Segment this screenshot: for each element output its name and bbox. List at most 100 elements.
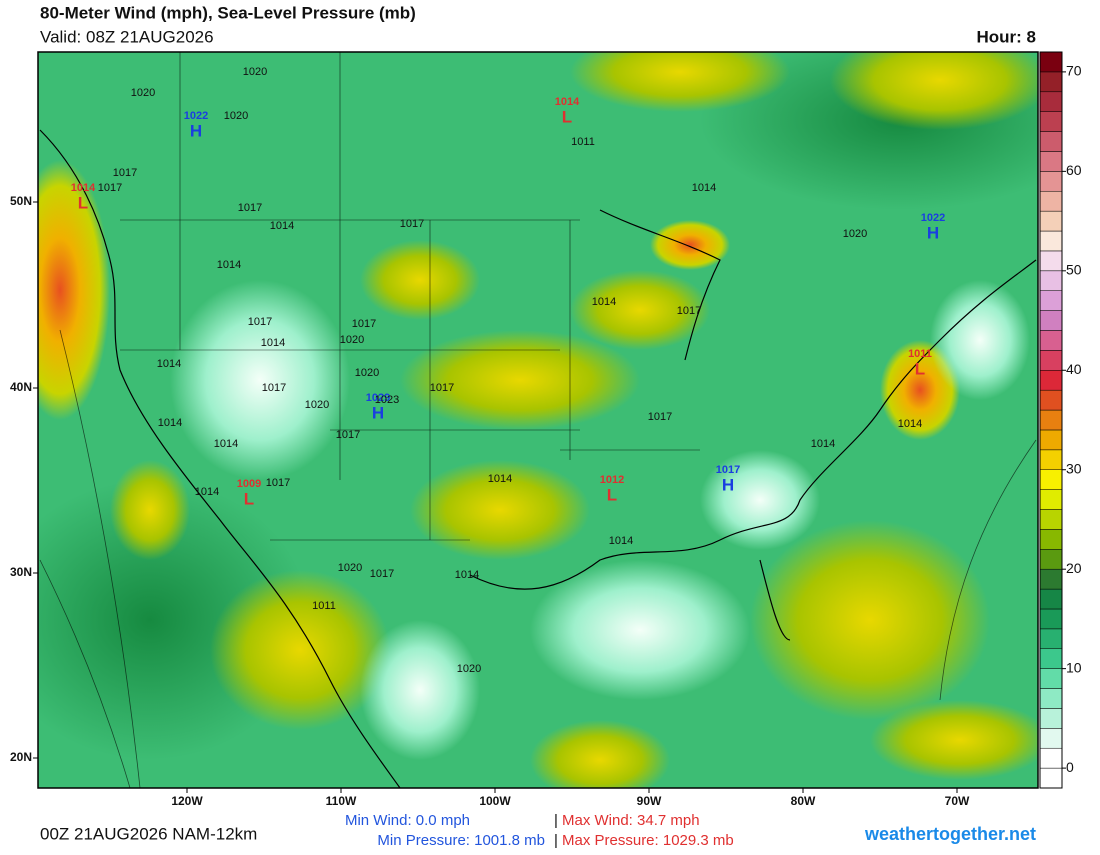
isobar-label: 1011 bbox=[571, 136, 595, 148]
isobar-label: 1017 bbox=[400, 218, 424, 230]
colorbar-swatch bbox=[1039, 747, 1063, 769]
isobar-label: 1014 bbox=[488, 473, 512, 485]
isobar-label: 1017 bbox=[248, 316, 272, 328]
map-field bbox=[38, 52, 1038, 788]
pressure-center-letter: H bbox=[372, 403, 384, 422]
colorbar-swatch bbox=[1039, 270, 1063, 291]
colorbar-tick-label: 0 bbox=[1066, 759, 1074, 775]
pressure-center-letter: L bbox=[562, 107, 572, 126]
colorbar-swatch bbox=[1039, 350, 1063, 371]
site-credit[interactable]: weathertogether.net bbox=[864, 824, 1036, 844]
map-title: 80-Meter Wind (mph), Sea-Level Pressure … bbox=[40, 3, 416, 22]
isobar-label: 1017 bbox=[238, 202, 262, 214]
colorbar-tick-label: 70 bbox=[1066, 63, 1082, 79]
colorbar-swatch bbox=[1039, 469, 1063, 490]
lat-label: 50N bbox=[10, 194, 32, 208]
isobar-label: 1014 bbox=[692, 182, 716, 194]
pressure-center-value: 1017 bbox=[716, 464, 740, 476]
pressure-center-letter: L bbox=[915, 359, 925, 378]
colorbar-swatch bbox=[1039, 588, 1063, 610]
colorbar-tick-label: 60 bbox=[1066, 162, 1082, 178]
colorbar-swatch bbox=[1039, 290, 1063, 311]
colorbar-frame bbox=[1039, 51, 1063, 789]
colorbar-swatch bbox=[1039, 728, 1063, 749]
isobar-label: 1017 bbox=[113, 167, 137, 179]
forecast-hour: Hour: 8 bbox=[977, 27, 1037, 46]
isobar-label: 1020 bbox=[843, 228, 867, 240]
isobar-label: 1020 bbox=[224, 110, 248, 122]
colorbar-swatch bbox=[1039, 330, 1063, 351]
colorbar-swatch bbox=[1039, 171, 1063, 192]
colorbar-swatch bbox=[1039, 688, 1063, 709]
colorbar-swatch bbox=[1039, 310, 1063, 331]
colorbar-swatch bbox=[1039, 250, 1063, 272]
isobar-label: 1017 bbox=[266, 477, 290, 489]
colorbar-swatch bbox=[1039, 51, 1063, 73]
isobar-label: 1023 bbox=[375, 394, 399, 406]
pressure-center-value: 1011 bbox=[908, 348, 932, 360]
map-frame bbox=[37, 51, 1039, 789]
isobar-label: 1017 bbox=[370, 568, 394, 580]
lon-label: 120W bbox=[171, 794, 203, 808]
lon-label: 100W bbox=[479, 794, 511, 808]
colorbar-swatch bbox=[1039, 429, 1063, 451]
colorbar-tick-label: 40 bbox=[1066, 361, 1082, 377]
isobar-label: 1017 bbox=[262, 382, 286, 394]
colorbar-swatch bbox=[1039, 111, 1063, 132]
isobar-label: 1014 bbox=[898, 418, 922, 430]
colorbar-swatch bbox=[1039, 568, 1063, 590]
colorbar-swatch bbox=[1039, 628, 1063, 650]
pressure-center-value: 1022 bbox=[184, 110, 208, 122]
pressure-center-letter: H bbox=[927, 223, 939, 242]
lat-label: 40N bbox=[10, 380, 32, 394]
lon-label: 70W bbox=[945, 794, 970, 808]
isobar-label: 1014 bbox=[195, 486, 219, 498]
colorbar-swatch bbox=[1039, 91, 1063, 112]
pressure-center-letter: H bbox=[722, 475, 734, 494]
isobar-label: 1014 bbox=[157, 358, 181, 370]
isobar-label: 1020 bbox=[457, 663, 481, 675]
colorbar-swatch bbox=[1039, 409, 1063, 431]
isobar-label: 1014 bbox=[609, 535, 633, 547]
isobar-label: 1020 bbox=[338, 562, 362, 574]
colorbar-swatch bbox=[1039, 389, 1063, 411]
isobar-label: 1014 bbox=[270, 220, 294, 232]
isobar-label: 1020 bbox=[355, 367, 379, 379]
lat-label: 20N bbox=[10, 750, 32, 764]
isobar-label: 1014 bbox=[592, 296, 616, 308]
pressure-center-value: 1022 bbox=[921, 212, 945, 224]
min-wind: Min Wind: 0.0 mph bbox=[345, 812, 470, 829]
pressure-center-value: 1014 bbox=[555, 96, 580, 108]
colorbar-swatch bbox=[1039, 608, 1063, 630]
isobar-label: 1014 bbox=[158, 417, 182, 429]
colorbar-swatch bbox=[1039, 230, 1063, 252]
colorbar-tick-label: 10 bbox=[1066, 659, 1082, 675]
max-wind: Max Wind: 34.7 mph bbox=[562, 812, 700, 829]
isobar-label: 1017 bbox=[677, 305, 701, 317]
isobar-label: 1011 bbox=[312, 600, 336, 612]
lon-label: 110W bbox=[326, 794, 357, 808]
colorbar-swatch bbox=[1039, 449, 1063, 470]
pressure-center-letter: H bbox=[190, 121, 202, 140]
isobar-label: 1014 bbox=[261, 337, 285, 349]
colorbar-swatch bbox=[1039, 529, 1063, 550]
isobar-label: 1017 bbox=[352, 318, 376, 330]
colorbar-swatch bbox=[1039, 71, 1063, 93]
map-overlay: 1022H1014L1014L1022H1011L1029H1009L1012L… bbox=[71, 66, 945, 675]
colorbar-swatch bbox=[1039, 668, 1063, 689]
max-pressure: Max Pressure: 1029.3 mb bbox=[562, 832, 734, 849]
pressure-center-letter: L bbox=[607, 485, 617, 504]
colorbar-tick-label: 50 bbox=[1066, 262, 1082, 278]
isobar-label: 1020 bbox=[305, 399, 329, 411]
pressure-center-letter: L bbox=[244, 489, 254, 508]
pressure-center-value: 1029 bbox=[366, 392, 390, 404]
pressure-center-value: 1009 bbox=[237, 478, 261, 490]
colorbar-swatch bbox=[1039, 648, 1063, 669]
colorbar-swatch bbox=[1039, 151, 1063, 172]
lon-label: 80W bbox=[791, 794, 816, 808]
colorbar-swatch bbox=[1039, 767, 1063, 789]
colorbar-tick-label: 30 bbox=[1066, 460, 1082, 476]
pressure-center-value: 1014 bbox=[71, 182, 96, 194]
separator: | bbox=[554, 832, 558, 849]
